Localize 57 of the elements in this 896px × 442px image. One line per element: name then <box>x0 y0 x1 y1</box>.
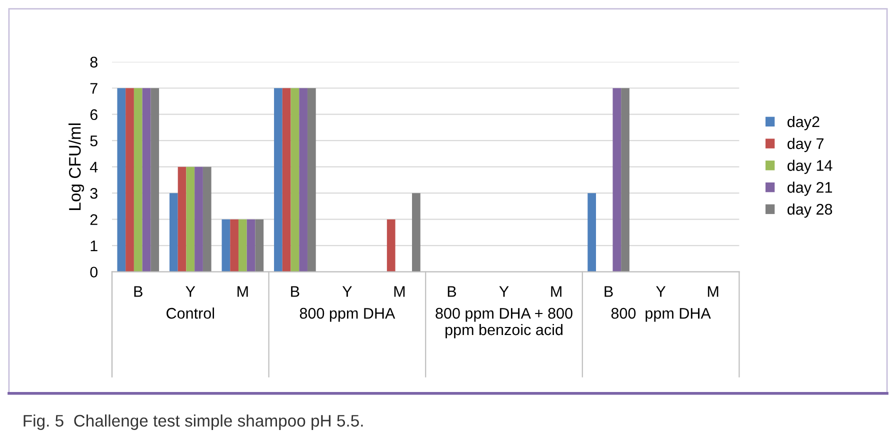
bar <box>412 193 420 272</box>
bar <box>117 88 126 272</box>
y-tick-label: 4 <box>90 162 98 172</box>
x-tick-label: B <box>134 286 142 297</box>
bar <box>238 219 247 272</box>
caption: Fig. 5 Challenge test simple shampoo pH 5.5. <box>24 414 363 430</box>
y-tick-label: 2 <box>90 214 98 225</box>
bar <box>290 88 300 272</box>
bar <box>222 219 230 272</box>
bar <box>386 219 396 272</box>
x-tick-label: M <box>238 286 248 297</box>
bar <box>230 219 238 272</box>
legend-label: day 7 <box>788 138 824 152</box>
y-tick-label: 3 <box>90 188 98 199</box>
bar <box>621 88 630 272</box>
text: Control <box>166 308 214 319</box>
x-tick-label: Y <box>499 286 509 297</box>
bar <box>307 88 316 272</box>
bar <box>134 88 142 272</box>
x-tick-label: M <box>708 286 718 297</box>
y-tick-label: 7 <box>90 83 98 94</box>
legend-label: day 28 <box>788 203 832 218</box>
bar <box>246 219 256 272</box>
bar <box>299 88 308 272</box>
bar <box>178 166 186 272</box>
legend-label: day2 <box>788 116 820 130</box>
bar <box>142 88 151 272</box>
x-tick-label: Y <box>186 286 196 297</box>
bar <box>202 166 212 272</box>
legend-label: day 14 <box>788 160 832 174</box>
x-tick-label: B <box>604 286 613 297</box>
y-tick-label: 5 <box>90 136 98 146</box>
text: 800 ppm DHA <box>611 308 711 322</box>
y-tick-label: 0 <box>90 266 98 278</box>
text: 800 ppm DHA <box>300 308 396 322</box>
x-tick-label: B <box>448 286 456 297</box>
x-tick-label: Y <box>342 286 352 297</box>
x-tick-label: M <box>551 286 562 297</box>
bar <box>282 88 291 272</box>
bar <box>612 88 622 272</box>
bar <box>588 193 596 272</box>
y-tick-label: 8 <box>90 56 98 68</box>
x-tick-label: B <box>291 286 300 297</box>
bar <box>274 88 282 272</box>
bar <box>255 219 264 272</box>
bar <box>186 166 195 272</box>
x-tick-label: M <box>394 286 405 297</box>
legend-label: day 21 <box>788 182 832 196</box>
y-tick-label: 1 <box>90 240 98 252</box>
bar <box>169 193 178 272</box>
bar <box>150 88 160 272</box>
bar <box>194 166 203 272</box>
y-axis-title: Log CFU/ml <box>68 124 84 210</box>
y-tick-label: 6 <box>90 109 98 120</box>
x-tick-label: Y <box>656 286 666 297</box>
bar <box>126 88 134 272</box>
text: 800 ppm DHA + 800 ppm benzoic acid <box>436 308 572 338</box>
